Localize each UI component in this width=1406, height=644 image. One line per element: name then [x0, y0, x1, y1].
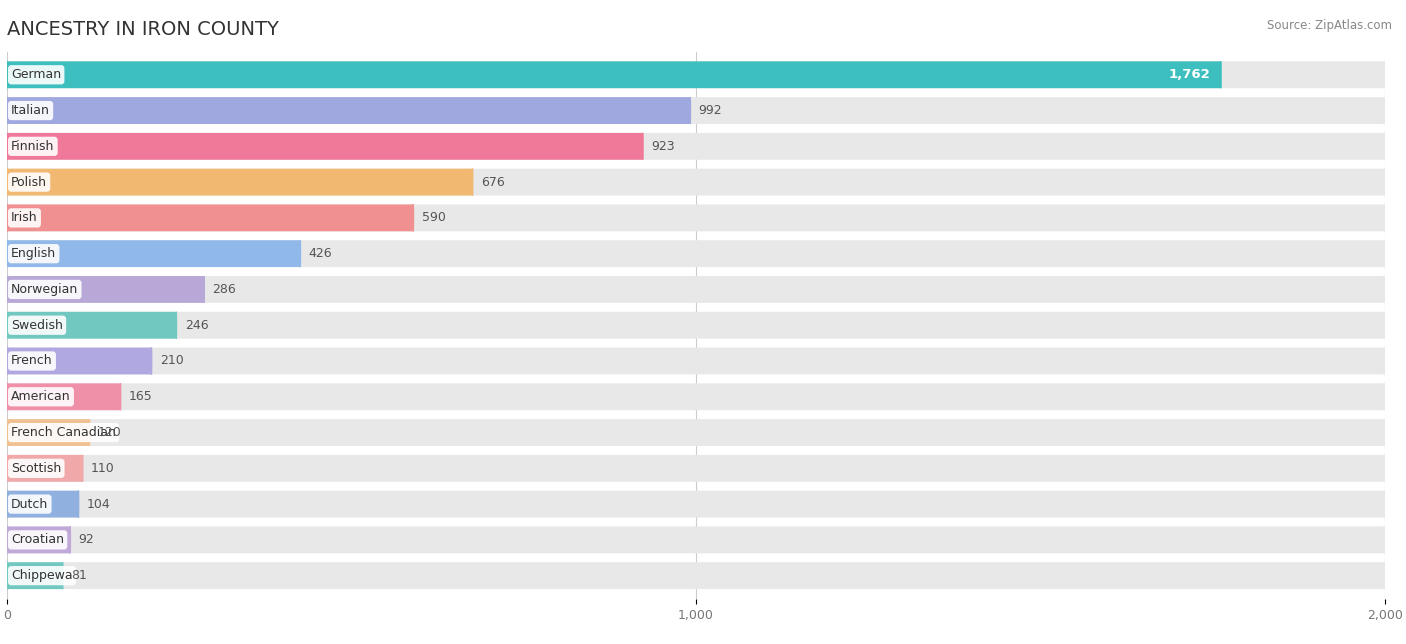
- Text: English: English: [11, 247, 56, 260]
- Text: 110: 110: [91, 462, 115, 475]
- Text: 286: 286: [212, 283, 236, 296]
- Text: 426: 426: [309, 247, 332, 260]
- FancyBboxPatch shape: [7, 61, 1220, 88]
- Text: 992: 992: [699, 104, 723, 117]
- Text: 120: 120: [98, 426, 122, 439]
- FancyBboxPatch shape: [7, 169, 1385, 196]
- FancyBboxPatch shape: [7, 419, 1385, 446]
- Text: French: French: [11, 354, 53, 368]
- Text: Croatian: Croatian: [11, 533, 65, 546]
- Text: 923: 923: [651, 140, 675, 153]
- FancyBboxPatch shape: [7, 562, 1385, 589]
- FancyBboxPatch shape: [7, 455, 83, 482]
- Text: Scottish: Scottish: [11, 462, 62, 475]
- Text: 590: 590: [422, 211, 446, 224]
- FancyBboxPatch shape: [7, 348, 152, 374]
- Text: Chippewa: Chippewa: [11, 569, 73, 582]
- Text: 210: 210: [160, 354, 184, 368]
- FancyBboxPatch shape: [7, 312, 176, 339]
- Text: ANCESTRY IN IRON COUNTY: ANCESTRY IN IRON COUNTY: [7, 20, 278, 39]
- Text: Swedish: Swedish: [11, 319, 63, 332]
- Text: 246: 246: [184, 319, 208, 332]
- FancyBboxPatch shape: [7, 312, 1385, 339]
- FancyBboxPatch shape: [7, 562, 63, 589]
- Text: 92: 92: [79, 533, 94, 546]
- Text: American: American: [11, 390, 70, 403]
- Text: Dutch: Dutch: [11, 498, 48, 511]
- Text: German: German: [11, 68, 62, 81]
- FancyBboxPatch shape: [7, 276, 204, 303]
- Text: Finnish: Finnish: [11, 140, 55, 153]
- FancyBboxPatch shape: [7, 240, 301, 267]
- FancyBboxPatch shape: [7, 61, 1385, 88]
- Text: 81: 81: [72, 569, 87, 582]
- FancyBboxPatch shape: [7, 97, 1385, 124]
- FancyBboxPatch shape: [7, 205, 413, 231]
- Text: Irish: Irish: [11, 211, 38, 224]
- FancyBboxPatch shape: [7, 133, 1385, 160]
- FancyBboxPatch shape: [7, 383, 1385, 410]
- Text: Norwegian: Norwegian: [11, 283, 79, 296]
- FancyBboxPatch shape: [7, 419, 90, 446]
- FancyBboxPatch shape: [7, 205, 1385, 231]
- Text: 165: 165: [129, 390, 153, 403]
- FancyBboxPatch shape: [7, 455, 1385, 482]
- FancyBboxPatch shape: [7, 383, 121, 410]
- FancyBboxPatch shape: [7, 169, 472, 196]
- Text: Polish: Polish: [11, 176, 48, 189]
- Text: 104: 104: [87, 498, 111, 511]
- FancyBboxPatch shape: [7, 348, 1385, 374]
- Text: Source: ZipAtlas.com: Source: ZipAtlas.com: [1267, 19, 1392, 32]
- FancyBboxPatch shape: [7, 527, 70, 553]
- FancyBboxPatch shape: [7, 491, 79, 518]
- FancyBboxPatch shape: [7, 133, 643, 160]
- Text: 1,762: 1,762: [1168, 68, 1211, 81]
- FancyBboxPatch shape: [7, 527, 1385, 553]
- Text: French Canadian: French Canadian: [11, 426, 117, 439]
- FancyBboxPatch shape: [7, 491, 1385, 518]
- FancyBboxPatch shape: [7, 276, 1385, 303]
- FancyBboxPatch shape: [7, 240, 1385, 267]
- Text: 676: 676: [481, 176, 505, 189]
- FancyBboxPatch shape: [7, 97, 690, 124]
- Text: Italian: Italian: [11, 104, 51, 117]
